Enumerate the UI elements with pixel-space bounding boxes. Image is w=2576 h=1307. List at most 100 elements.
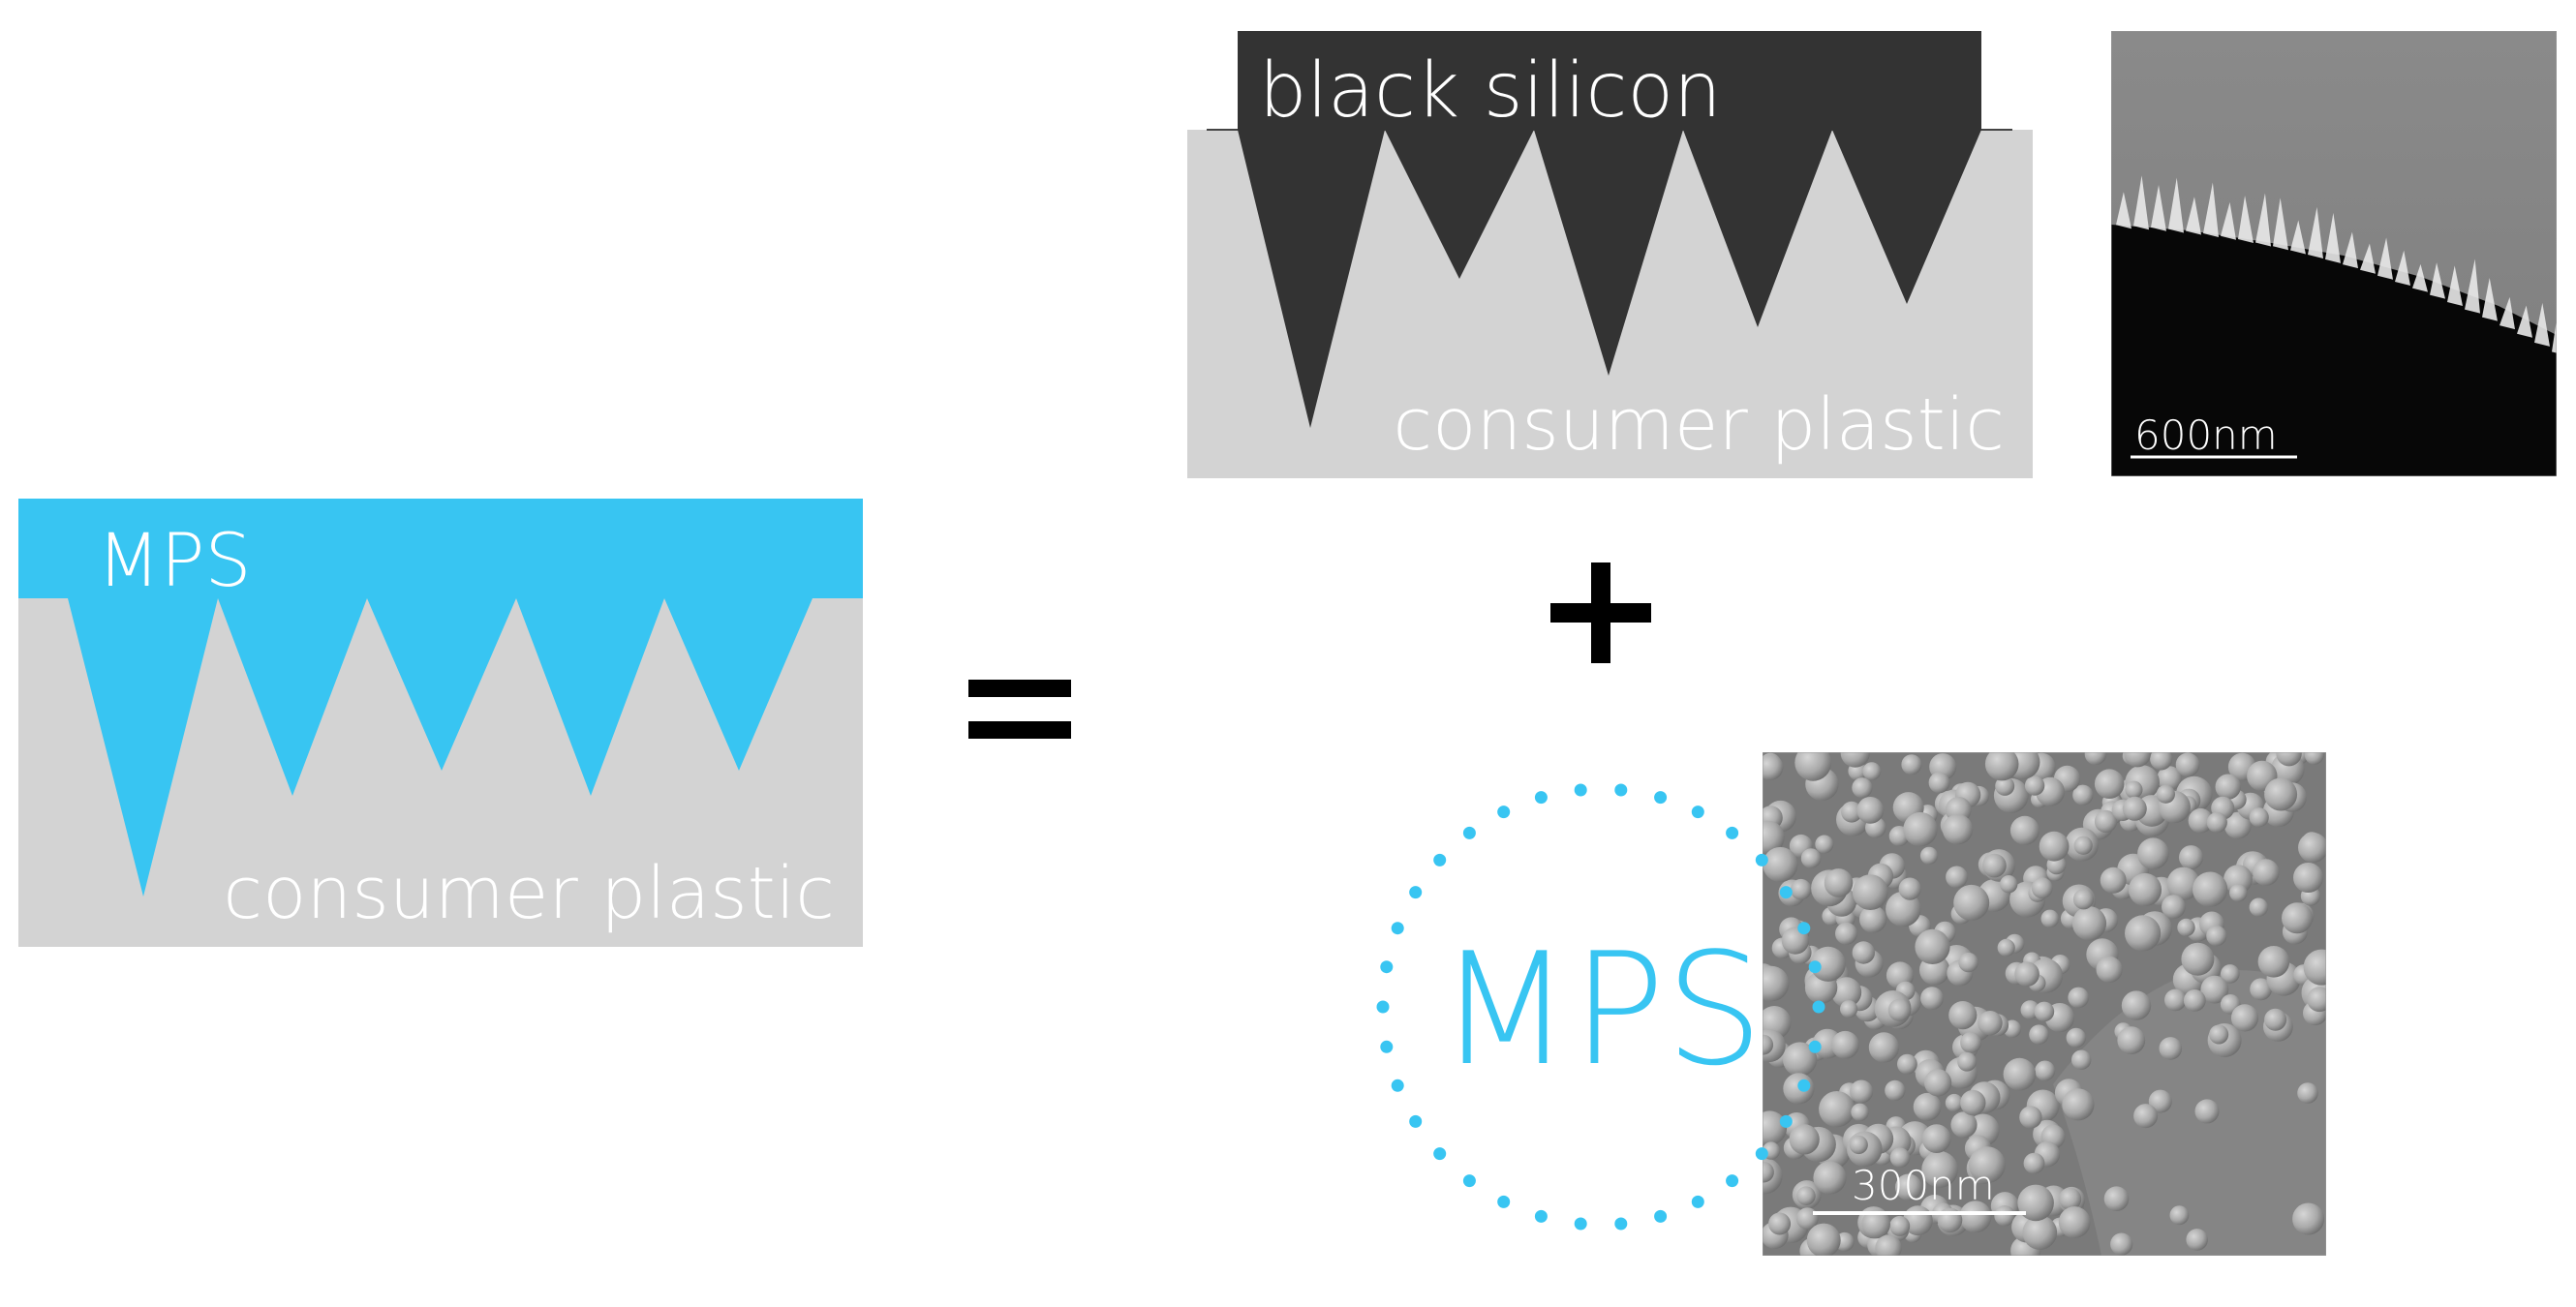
mps-nanoparticle — [1831, 977, 1862, 1008]
black-silicon-spikes — [2116, 175, 2557, 353]
mps-nanoparticle — [1959, 1201, 1992, 1233]
black-silicon-spike — [2465, 258, 2480, 314]
mps-nanoparticle — [2166, 866, 2200, 900]
mps-circle-dot — [1755, 853, 1768, 866]
mps-nanoparticle — [2084, 752, 2107, 766]
mps-circle-dot — [1779, 886, 1793, 899]
mps-circle-dot — [1808, 1040, 1822, 1053]
mps-nanoparticle — [2040, 909, 2060, 928]
mps-nanoparticle — [2019, 1106, 2042, 1129]
mps-nanoparticle — [1763, 754, 1784, 780]
mps-nanoparticle — [2297, 1082, 2318, 1104]
mps-nanoparticle — [2024, 775, 2045, 796]
black-silicon-spike — [2430, 262, 2445, 299]
mps-circle-dot — [1534, 1209, 1548, 1223]
mps-circle-dot — [1497, 805, 1511, 819]
mps-nanoparticle — [1862, 762, 1882, 780]
mps-nanoparticle — [2276, 752, 2302, 767]
black-silicon-spike — [2325, 212, 2341, 263]
mps-nanoparticle — [1903, 811, 1938, 847]
black-silicon-spike — [2377, 237, 2393, 280]
mps-nanoparticle — [2250, 978, 2273, 1001]
mps-nanoparticle — [2177, 918, 2195, 937]
mps-nanoparticle — [2128, 872, 2162, 907]
equals-symbol-text: = — [1020, 715, 1021, 717]
mps-nanoparticle — [1875, 1234, 1902, 1256]
mps-nanoparticle — [2125, 915, 2162, 952]
mps-nanoparticle — [2257, 946, 2290, 978]
composite-layer-label: MPS — [97, 517, 252, 603]
mps-nanoparticle — [1768, 1212, 1792, 1235]
mps-nanoparticle — [1763, 846, 1798, 883]
mps-nanoparticle — [1852, 941, 1876, 964]
mps-nanoparticle — [1841, 801, 1862, 823]
mps-nanoparticle — [1885, 1079, 1906, 1101]
mps-nanoparticle — [1868, 1032, 1899, 1063]
mps-nanoparticle — [1921, 1124, 1951, 1153]
mps-circle-dot — [1574, 783, 1587, 797]
sem-mps-scale-label: 300nm — [1852, 1162, 1995, 1209]
mps-nanoparticle — [2039, 831, 2070, 862]
mps-nanoparticle — [2124, 752, 2151, 768]
mps-nanoparticle — [1763, 1161, 1774, 1183]
mps-nanoparticle — [1889, 1147, 1911, 1168]
mps-nanoparticle — [2059, 1188, 2082, 1210]
black-silicon-layer — [1238, 31, 1981, 428]
black-silicon-spike — [2534, 302, 2550, 347]
mps-nanoparticle — [2230, 1004, 2259, 1032]
mps-nanoparticle — [2221, 964, 2240, 984]
mps-nanoparticle — [2035, 1060, 2056, 1081]
mps-nanoparticle — [1763, 1110, 1788, 1145]
mps-dotted-circle — [1376, 783, 1825, 1231]
mps-nanoparticle — [1915, 928, 1950, 965]
mps-nanoparticle — [2293, 863, 2323, 893]
mps-nanoparticle — [2100, 866, 2127, 894]
black-silicon-spike — [2447, 265, 2463, 306]
mps-circle-dot — [1574, 1217, 1587, 1231]
mps-circle-dot — [1726, 826, 1739, 839]
mps-nanoparticle — [2022, 1215, 2058, 1250]
mps-nanoparticle — [1960, 1032, 1981, 1053]
mps-nanoparticle — [1782, 1042, 1818, 1077]
mps-nanoparticle — [2253, 859, 2280, 886]
mps-nanoparticle — [1810, 946, 1846, 982]
mps-nanoparticle — [1946, 866, 1968, 889]
mps-nanoparticle — [2200, 975, 2229, 1004]
mps-nanoparticle — [2121, 990, 2152, 1020]
black-silicon-spike — [2517, 305, 2532, 338]
mps-nanoparticle — [1921, 1151, 1958, 1188]
black-silicon-spike — [2255, 193, 2271, 247]
black-silicon-spike — [2238, 195, 2254, 243]
mps-nanoparticle — [2159, 1037, 2183, 1060]
mps-circle-dot — [1409, 1114, 1423, 1128]
mps-nanoparticle — [1849, 1135, 1868, 1155]
black-silicon-spike — [2499, 296, 2515, 330]
mps-nanoparticle — [1886, 891, 1921, 927]
mps-circle-dot — [1462, 1174, 1476, 1188]
mps-nanoparticle — [2264, 1008, 2287, 1031]
mps-nanoparticle — [2157, 766, 2182, 791]
mps-circle-dot — [1433, 1147, 1447, 1161]
mps-nanoparticle — [2162, 895, 2186, 919]
mps-nanoparticle — [2206, 811, 2227, 834]
mps-nanoparticle — [2229, 884, 2248, 902]
plus-sign — [1550, 562, 1651, 663]
mps-circle-dot — [1497, 1195, 1511, 1208]
black-silicon-layer-label: black silicon — [1259, 47, 1722, 135]
mps-nanoparticle — [2193, 871, 2228, 907]
composite-mps-layer — [18, 499, 863, 897]
mps-nanoparticle — [2223, 865, 2253, 895]
mps-nanoparticle — [2175, 752, 2200, 777]
black-silicon-spike — [2482, 278, 2498, 321]
mps-nanoparticle — [1945, 1093, 1964, 1112]
mps-nanoparticle — [1763, 1034, 1774, 1055]
mps-nanoparticle — [1763, 965, 1790, 1002]
mps-circle-dot — [1380, 960, 1394, 974]
mps-nanoparticle — [1919, 846, 1939, 865]
mps-circle-dot — [1391, 922, 1404, 935]
black-silicon-spike — [2343, 231, 2358, 269]
mps-nanoparticle — [2186, 1229, 2208, 1251]
mps-nanoparticle — [1850, 1079, 1874, 1104]
mps-nanoparticle — [1852, 777, 1873, 799]
